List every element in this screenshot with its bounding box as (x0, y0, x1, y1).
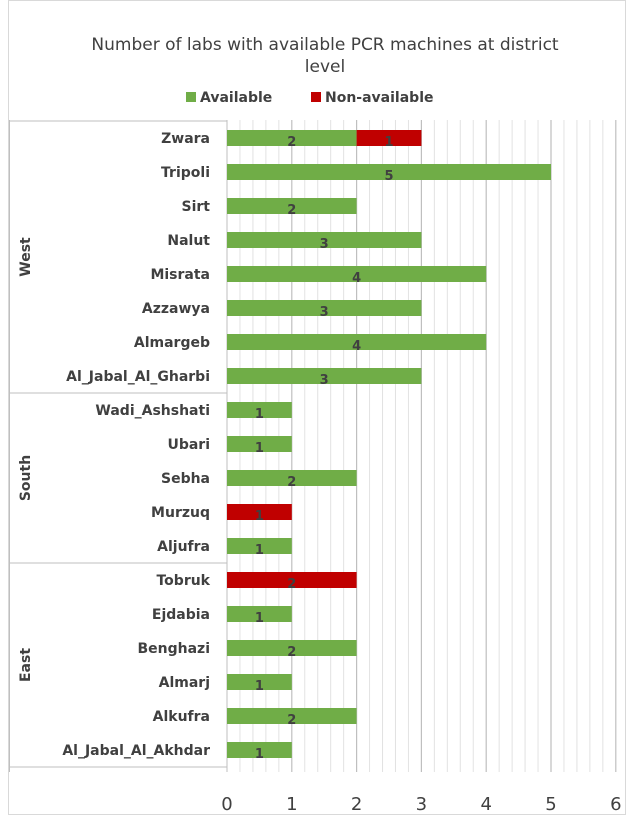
bar-available (227, 436, 292, 452)
category-label: Azzawya (142, 301, 210, 317)
data-label-available: 3 (320, 305, 329, 320)
data-label-available: 2 (287, 713, 296, 728)
category-label: Tripoli (161, 165, 210, 181)
category-label: Ubari (167, 437, 210, 453)
x-tick-label: 5 (545, 794, 556, 815)
data-label-available: 2 (287, 203, 296, 218)
bars (227, 130, 551, 758)
bar-available (227, 742, 292, 758)
data-label-available: 1 (255, 611, 264, 626)
category-label: Almarj (159, 675, 210, 691)
x-tick-label: 3 (416, 794, 427, 815)
data-label-available: 1 (255, 441, 264, 456)
bar-available (227, 538, 292, 554)
data-label-available: 3 (320, 373, 329, 388)
category-label: Benghazi (137, 641, 210, 657)
category-label: Ejdabia (152, 607, 210, 623)
x-tick-label: 0 (221, 794, 232, 815)
legend-label-non-available: Non-available (325, 90, 434, 106)
x-tick-label: 4 (480, 794, 491, 815)
category-label: Alkufra (153, 709, 210, 725)
data-label-non-available: 1 (255, 509, 264, 524)
legend-swatch-non-available (311, 92, 321, 102)
category-label: Wadi_Ashshati (95, 403, 210, 419)
bar-non-available (227, 504, 292, 520)
bar-available (227, 368, 422, 384)
data-label-available: 5 (384, 169, 393, 184)
category-label: Sebha (161, 471, 210, 487)
bar-available (227, 640, 357, 656)
bar-available (227, 232, 422, 248)
data-label-non-available: 2 (287, 577, 296, 592)
data-label-available: 1 (255, 679, 264, 694)
x-tick-label: 2 (351, 794, 362, 815)
legend-swatch-available (186, 92, 196, 102)
bar-available (227, 130, 357, 146)
chart-title: Number of labs with available PCR machin… (91, 35, 559, 77)
group-label-west: West (18, 237, 34, 277)
bar-non-available (227, 572, 357, 588)
bar-available (227, 266, 487, 282)
category-axis: West South East Zwara Tripoli Sirt Nalut Misrat… (9, 120, 228, 772)
category-label: Zwara (161, 131, 210, 147)
category-label: Sirt (182, 199, 211, 215)
category-label: Nalut (167, 233, 210, 249)
bar-available (227, 708, 357, 724)
bar-available (227, 164, 551, 180)
data-label-available: 4 (352, 271, 361, 286)
data-label-available: 2 (287, 645, 296, 660)
data-label-available: 1 (255, 543, 264, 558)
bar-available (227, 300, 422, 316)
category-label: Almargeb (134, 335, 210, 351)
category-label: Al_Jabal_Al_Gharbi (66, 369, 210, 385)
bar-available (227, 402, 292, 418)
legend-label-available: Available (200, 90, 272, 106)
category-label: Murzuq (151, 505, 210, 521)
bar-available (227, 334, 487, 350)
group-label-south: South (18, 455, 34, 501)
data-labels: 2 1 5 2 3 4 3 4 3 1 1 2 1 1 2 1 2 1 2 1 (255, 135, 394, 762)
category-label: Al_Jabal_Al_Akhdar (62, 743, 210, 759)
chart-title-line-1: Number of labs with available PCR machin… (91, 35, 559, 55)
data-label-non-available: 1 (384, 135, 393, 150)
x-axis-ticks: 0 1 2 3 4 5 6 (221, 794, 621, 815)
bar-available (227, 470, 357, 486)
data-label-available: 1 (255, 407, 264, 422)
data-label-available: 1 (255, 747, 264, 762)
legend: Available Non-available (186, 90, 434, 106)
x-tick-label: 1 (286, 794, 297, 815)
bar-available (227, 606, 292, 622)
group-label-east: East (18, 648, 34, 682)
data-label-available: 2 (287, 475, 296, 490)
x-tick-label: 6 (610, 794, 621, 815)
data-label-available: 4 (352, 339, 361, 354)
data-label-available: 3 (320, 237, 329, 252)
bar-available (227, 674, 292, 690)
data-label-available: 2 (287, 135, 296, 150)
category-label: Aljufra (157, 539, 210, 555)
bar-available (227, 198, 357, 214)
chart-title-line-2: level (305, 57, 345, 77)
category-label: Tobruk (156, 573, 210, 589)
bar-non-available (356, 130, 422, 146)
category-label: Misrata (150, 267, 210, 283)
gridlines (239, 120, 617, 772)
